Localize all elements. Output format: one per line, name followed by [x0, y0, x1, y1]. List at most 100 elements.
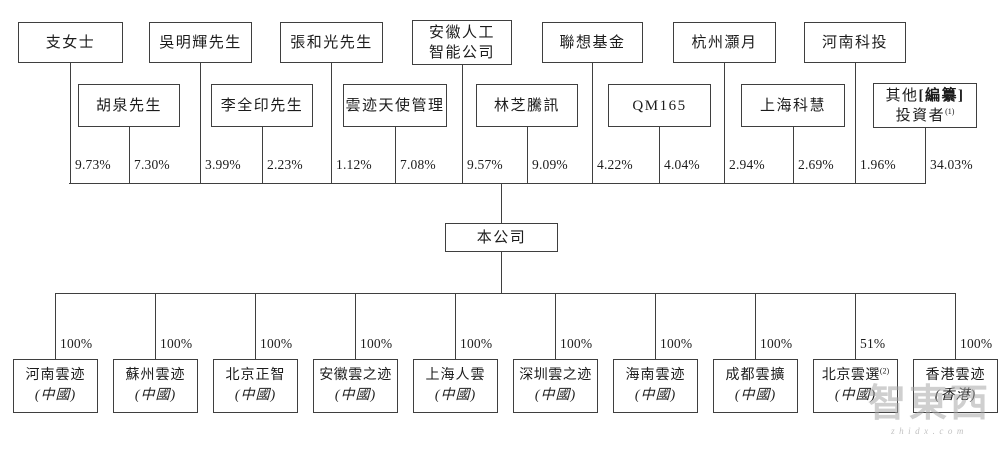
shareholder-name: 林芝騰訊 [493, 97, 560, 114]
subsidiary-name: 海南雲迹 [625, 368, 686, 383]
connector-line [70, 63, 71, 183]
connector-line [755, 293, 756, 359]
shareholder-box: 李全印先生 [211, 84, 313, 127]
connector-line [69, 183, 926, 184]
shareholder-name: 支女士 [45, 34, 96, 51]
shareholder-box: 杭州灝月 [673, 22, 776, 63]
connector-line [55, 293, 56, 359]
ownership-percentage: 1.12% [336, 157, 372, 172]
shareholder-name: 吳明輝先生 [159, 34, 242, 51]
connector-line [455, 293, 456, 359]
ownership-percentage: 100% [60, 336, 93, 351]
subsidiary-region: (中國) [34, 388, 77, 403]
subsidiary-box: 香港雲迹 (香港) [913, 359, 998, 413]
subsidiary-name: 上海人雲 [425, 368, 486, 383]
connector-line [793, 127, 794, 183]
shareholder-name: QM165 [632, 97, 687, 114]
ownership-percentage: 9.73% [75, 157, 111, 172]
connector-line [462, 65, 463, 183]
subsidiary-name: 河南雲迹 [25, 368, 86, 383]
connector-line [262, 127, 263, 183]
connector-line [855, 63, 856, 183]
ownership-percentage: 9.57% [467, 157, 503, 172]
shareholder-box: 胡泉先生 [78, 84, 180, 127]
connector-line [55, 293, 956, 294]
subsidiary-name: 北京雲選(2) [821, 366, 890, 383]
subsidiary-box: 河南雲迹 (中國) [13, 359, 98, 413]
subsidiary-box: 海南雲迹 (中國) [613, 359, 698, 413]
connector-line [395, 127, 396, 183]
subsidiary-region: (中國) [234, 388, 277, 403]
connector-line [592, 63, 593, 183]
ownership-percentage: 7.08% [400, 157, 436, 172]
subsidiary-region: (香港) [934, 388, 977, 403]
shareholder-name: 李全印先生 [220, 97, 304, 114]
shareholder-box: 其他[編纂] 投資者(1) [873, 83, 977, 128]
connector-line [659, 127, 660, 183]
connector-line [655, 293, 656, 359]
subsidiary-box: 成都雲擴 (中國) [713, 359, 798, 413]
shareholder-name-line1: 其他[編纂] [885, 87, 965, 104]
shareholder-box: 聯想基金 [542, 22, 643, 63]
connector-line [925, 128, 926, 183]
ownership-percentage: 100% [360, 336, 393, 351]
ownership-percentage: 2.23% [267, 157, 303, 172]
shareholder-box: 吳明輝先生 [149, 22, 252, 63]
ownership-percentage: 100% [460, 336, 493, 351]
subsidiary-box: 上海人雲 (中國) [413, 359, 498, 413]
shareholder-name: 上海科慧 [759, 97, 826, 114]
subsidiary-box: 安徽雲之迹 (中國) [313, 359, 398, 413]
subsidiary-region: (中國) [434, 388, 477, 403]
ownership-percentage: 100% [760, 336, 793, 351]
subsidiary-box: 蘇州雲迹 (中國) [113, 359, 198, 413]
connector-line [155, 293, 156, 359]
shareholder-box: 張和光先生 [280, 22, 383, 63]
shareholder-name: 張和光先生 [290, 34, 373, 51]
ownership-percentage: 9.09% [532, 157, 568, 172]
ownership-percentage: 7.30% [134, 157, 170, 172]
connector-line [527, 127, 528, 183]
connector-line [955, 293, 956, 359]
ownership-percentage: 2.69% [798, 157, 834, 172]
shareholder-box: 上海科慧 [741, 84, 845, 127]
shareholder-box: 安徽人工 智能公司 [412, 20, 512, 65]
ownership-percentage: 100% [660, 336, 693, 351]
ownership-percentage: 100% [260, 336, 293, 351]
shareholder-name: 杭州灝月 [691, 34, 758, 51]
ownership-percentage: 100% [560, 336, 593, 351]
connector-line [501, 252, 502, 293]
subsidiary-name: 蘇州雲迹 [125, 368, 186, 383]
subsidiary-region: (中國) [134, 388, 177, 403]
subsidiary-name: 深圳雲之迹 [519, 368, 592, 383]
ownership-percentage: 34.03% [930, 157, 973, 172]
shareholder-name-line2: 智能公司 [428, 44, 495, 61]
shareholder-box: 林芝騰訊 [476, 84, 578, 127]
company-name: 本公司 [476, 229, 527, 246]
connector-line [200, 63, 201, 183]
shareholder-box: QM165 [608, 84, 711, 127]
connector-line [129, 127, 130, 183]
shareholder-box: 雲迹天使管理 [343, 84, 447, 127]
subsidiary-region: (中國) [834, 388, 877, 403]
connector-line [255, 293, 256, 359]
connector-line [501, 183, 502, 223]
subsidiary-box: 北京雲選(2) (中國) [813, 359, 898, 413]
connector-line [724, 63, 725, 183]
shareholder-name: 河南科投 [821, 34, 888, 51]
subsidiary-box: 北京正智 (中國) [213, 359, 298, 413]
shareholder-name: 雲迹天使管理 [345, 97, 445, 114]
connector-line [555, 293, 556, 359]
ownership-percentage: 100% [960, 336, 993, 351]
subsidiary-box: 深圳雲之迹 (中國) [513, 359, 598, 413]
connector-line [855, 293, 856, 359]
shareholder-name-line2: 投資者(1) [895, 106, 955, 124]
connector-line [331, 63, 332, 183]
ownership-percentage: 4.04% [664, 157, 700, 172]
ownership-percentage: 51% [860, 336, 886, 351]
connector-line [355, 293, 356, 359]
ownership-percentage: 100% [160, 336, 193, 351]
shareholder-box: 河南科投 [804, 22, 906, 63]
subsidiary-region: (中國) [634, 388, 677, 403]
subsidiary-name: 香港雲迹 [925, 368, 986, 383]
